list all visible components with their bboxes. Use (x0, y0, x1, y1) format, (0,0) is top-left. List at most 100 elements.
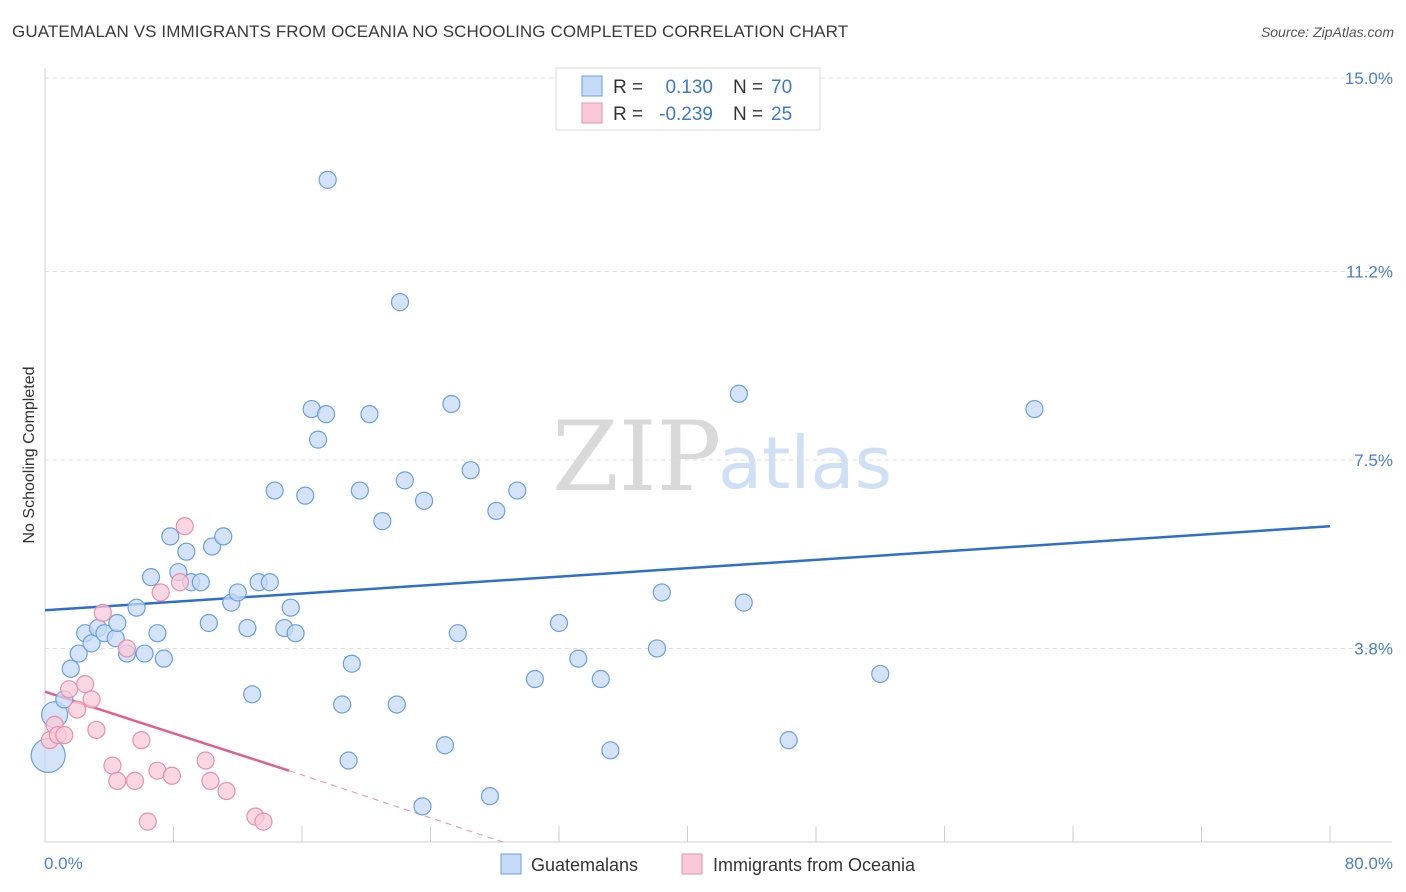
point-guatemalans (525, 669, 545, 689)
point-guatemalans (779, 731, 798, 750)
watermark-atlas: atlas (718, 421, 892, 505)
x-tick-label-min: 0.0% (44, 854, 83, 873)
point-oceania (254, 812, 273, 831)
point-guatemalans (238, 618, 257, 638)
point-guatemalans (281, 598, 300, 617)
point-oceania (93, 603, 112, 622)
legend-n-value-2: 25 (771, 104, 792, 125)
trend-line-guatemalans (44, 524, 1331, 612)
point-guatemalans (342, 654, 361, 673)
legend-r-value-1: 0.130 (665, 77, 713, 98)
legend-r-value-2: -0.239 (659, 104, 713, 125)
x-tick-label-max: 80.0% (1345, 854, 1393, 873)
point-guatemalans (390, 293, 410, 312)
correlation-legend: R = 0.130 N = 70 R = -0.239 N = 25 (555, 67, 821, 131)
point-oceania (132, 731, 151, 750)
point-guatemalans (69, 644, 88, 663)
watermark-zip: ZIP (552, 401, 721, 513)
y-tick-label: 7.5% (1354, 451, 1393, 470)
point-guatemalans (308, 430, 328, 449)
point-guatemalans (652, 583, 671, 602)
bottom-legend-oceania: Immigrants from Oceania (713, 855, 916, 875)
point-guatemalans (316, 405, 336, 424)
point-guatemalans (333, 695, 352, 714)
point-guatemalans (61, 659, 80, 678)
point-guatemalans (373, 512, 392, 531)
point-guatemalans (395, 471, 414, 490)
point-guatemalans (569, 649, 588, 668)
point-guatemalans (480, 787, 500, 806)
legend-r-label-2: R = (613, 104, 643, 125)
y-tick-label: 3.8% (1354, 639, 1393, 658)
point-guatemalans (108, 613, 127, 633)
point-guatemalans (296, 486, 315, 505)
point-guatemalans (549, 613, 569, 633)
point-oceania (201, 771, 220, 790)
legend-r-label-1: R = (613, 77, 643, 98)
trend-line-oceania-extension (288, 770, 503, 843)
point-guatemalans (82, 634, 101, 653)
point-guatemalans (202, 537, 222, 556)
point-guatemalans (191, 573, 210, 592)
point-guatemalans (487, 501, 506, 521)
x-ticks (44, 826, 1331, 842)
gridlines (45, 77, 1392, 649)
point-oceania (103, 756, 122, 775)
point-guatemalans (339, 751, 358, 770)
point-guatemalans (350, 481, 369, 500)
point-oceania (162, 766, 181, 785)
y-axis-label: No Schooling Completed (21, 367, 38, 544)
point-oceania (125, 771, 145, 790)
bottom-legend-guatemalans: Guatemalans (531, 855, 638, 875)
point-guatemalans (161, 527, 180, 546)
point-guatemalans (414, 491, 434, 510)
y-tick-labels: 3.8% 7.5% 11.2% 15.0% (1345, 69, 1393, 658)
point-guatemalans (387, 695, 406, 714)
point-oceania (82, 690, 101, 709)
point-guatemalans (260, 573, 279, 592)
point-guatemalans (435, 736, 455, 755)
point-oceania (59, 680, 79, 699)
point-oceania (196, 751, 215, 770)
legend-n-value-1: 70 (771, 77, 792, 98)
point-guatemalans (734, 593, 753, 612)
point-guatemalans (413, 797, 432, 816)
point-oceania (76, 675, 95, 694)
point-guatemalans (442, 394, 461, 414)
point-oceania (87, 720, 106, 740)
point-guatemalans (508, 481, 527, 500)
series-legend: Guatemalans Immigrants from Oceania (500, 853, 916, 875)
point-oceania (151, 583, 170, 602)
source-label: Source: ZipAtlas.com (1260, 24, 1394, 40)
point-guatemalans (591, 669, 610, 689)
point-guatemalans (318, 170, 337, 189)
point-oceania (217, 781, 236, 801)
legend-n-label-2: N = (733, 104, 763, 125)
point-guatemalans (286, 624, 305, 643)
point-guatemalans (214, 527, 233, 546)
point-guatemalans (199, 613, 218, 633)
bottom-legend-swatch-guatemalans (500, 853, 522, 875)
point-guatemalans (177, 542, 196, 561)
point-guatemalans (729, 384, 749, 403)
chart-title: GUATEMALAN VS IMMIGRANTS FROM OCEANIA NO… (12, 22, 849, 41)
point-oceania (175, 517, 194, 536)
legend-swatch-guatemalans (581, 75, 603, 97)
legend-n-label-1: N = (733, 77, 763, 98)
point-oceania (108, 771, 127, 790)
y-tick-label: 11.2% (1346, 263, 1393, 282)
point-guatemalans (148, 624, 167, 643)
y-tick-label: 15.0% (1345, 69, 1393, 88)
legend-swatch-oceania (581, 102, 603, 124)
data-points (30, 170, 1044, 831)
point-oceania (117, 639, 137, 658)
point-guatemalans (461, 461, 480, 480)
point-oceania (55, 725, 74, 745)
point-guatemalans (265, 481, 284, 500)
point-guatemalans (141, 568, 161, 587)
point-guatemalans (228, 583, 247, 602)
point-guatemalans (1025, 399, 1044, 419)
trend-lines (44, 524, 1331, 843)
bottom-legend-swatch-oceania (681, 853, 703, 875)
